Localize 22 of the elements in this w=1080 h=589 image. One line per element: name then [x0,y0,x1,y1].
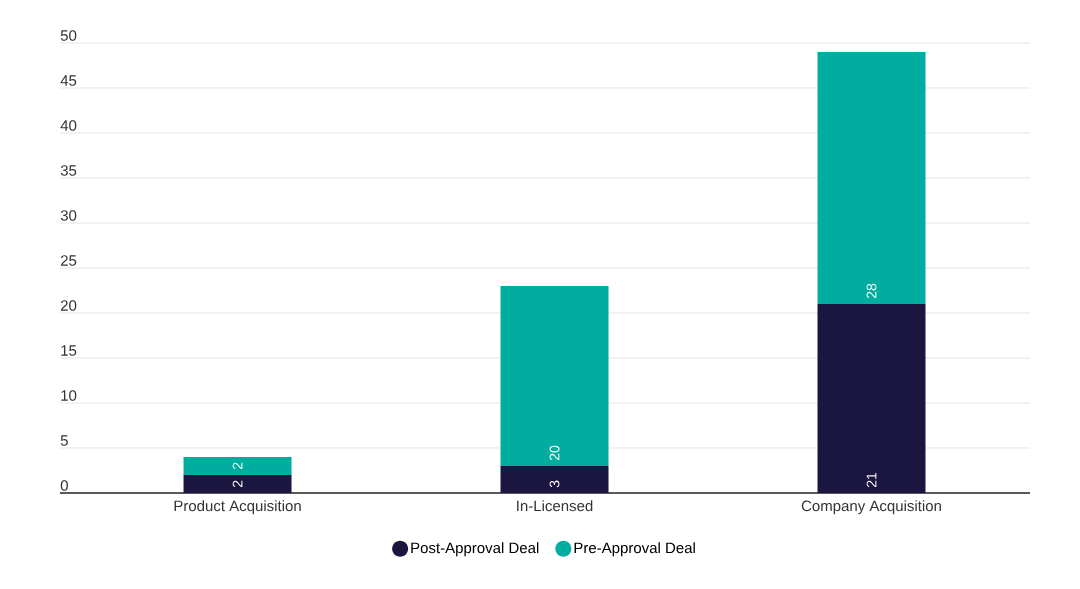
y-tick-label: 5 [60,435,68,446]
y-tick-label: 30 [60,210,77,221]
y-tick-label: 25 [60,255,77,266]
y-tick-label: 15 [61,345,77,356]
data-label: 20 [549,445,560,461]
data-label: 2 [232,462,243,470]
data-label: 28 [866,283,877,299]
y-tick-label: 20 [60,300,77,311]
data-label: 3 [549,480,560,488]
data-label: 2 [232,480,243,488]
y-tick-label: 50 [60,30,77,41]
y-tick-label: 0 [60,480,68,491]
x-tick-label: In-Licensed [517,500,593,512]
legend-label: Post-Approval Deal [411,542,539,557]
data-label: 21 [866,472,877,488]
x-tick-label: Product Acquisition [174,500,301,515]
legend-label: Pre-Approval Deal [574,542,695,557]
x-tick-label: Company Acquisition [801,500,941,515]
y-tick-label: 40 [60,120,77,131]
y-tick-label: 35 [60,165,77,176]
y-tick-label: 10 [61,390,77,401]
y-tick-label: 45 [60,75,77,86]
